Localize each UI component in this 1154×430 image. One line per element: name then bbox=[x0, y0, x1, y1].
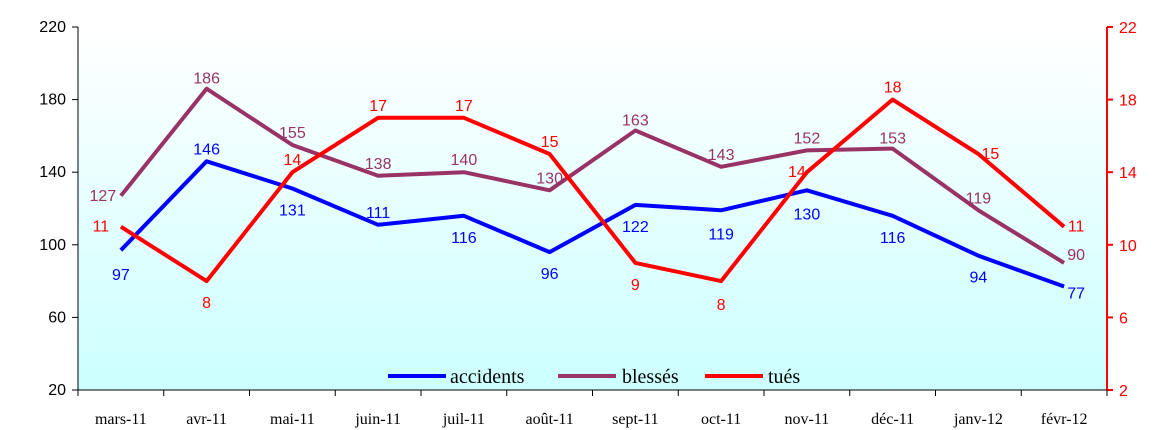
data-label-blessés: 143 bbox=[708, 147, 735, 164]
data-label-blessés: 138 bbox=[365, 156, 392, 173]
x-tick-label: avr-11 bbox=[186, 411, 227, 428]
data-label-accidents: 77 bbox=[1067, 286, 1085, 303]
data-label-accidents: 131 bbox=[279, 203, 306, 220]
x-tick-label: févr-12 bbox=[1041, 411, 1088, 428]
data-label-tués: 8 bbox=[717, 297, 726, 314]
left-tick-label: 100 bbox=[39, 237, 66, 254]
data-label-tués: 14 bbox=[788, 164, 806, 181]
data-label-blessés: 90 bbox=[1067, 247, 1085, 264]
legend: accidents blessés tués bbox=[388, 366, 800, 388]
left-tick-label: 180 bbox=[39, 92, 66, 109]
data-label-tués: 15 bbox=[981, 146, 999, 163]
right-tick-label: 14 bbox=[1119, 165, 1137, 182]
axes: 20 60 100 140 180 220 2 6 10 14 18 22 mars-11 avr-11 m… bbox=[39, 19, 1137, 428]
data-label-blessés: 140 bbox=[451, 152, 478, 169]
right-tick-label: 10 bbox=[1119, 238, 1137, 255]
right-tick-label: 2 bbox=[1119, 383, 1128, 400]
data-label-accidents: 111 bbox=[366, 205, 390, 222]
data-label-accidents: 122 bbox=[622, 219, 649, 236]
right-tick-label: 6 bbox=[1119, 310, 1128, 327]
data-label-accidents: 116 bbox=[880, 230, 906, 247]
right-tick-label: 22 bbox=[1119, 20, 1137, 37]
data-label-accidents: 116 bbox=[451, 230, 477, 247]
data-label-blessés: 153 bbox=[879, 131, 906, 148]
data-label-blessés: 163 bbox=[622, 112, 649, 129]
data-label-accidents: 97 bbox=[112, 267, 130, 284]
data-label-tués: 11 bbox=[1068, 219, 1085, 236]
left-tick-label: 140 bbox=[39, 164, 66, 181]
x-tick-label: août-11 bbox=[525, 411, 573, 428]
data-label-tués: 14 bbox=[283, 152, 301, 169]
data-label-blessés: 119 bbox=[966, 190, 992, 207]
series-line-tués bbox=[119, 97, 1066, 284]
legend-label-tués: tués bbox=[768, 366, 800, 388]
series-line-blessés bbox=[119, 86, 1066, 265]
right-tick-label: 18 bbox=[1119, 93, 1137, 110]
series-line-accidents bbox=[119, 159, 1065, 289]
legend-label-blessés: blessés bbox=[622, 366, 679, 388]
data-label-accidents: 96 bbox=[541, 266, 559, 283]
x-tick-label: oct-11 bbox=[701, 411, 741, 428]
data-label-accidents: 146 bbox=[193, 141, 220, 158]
data-label-tués: 15 bbox=[541, 134, 559, 151]
data-label-tués: 17 bbox=[369, 98, 387, 115]
x-tick-label: juin-11 bbox=[354, 411, 401, 428]
x-tick-label: janv-12 bbox=[953, 411, 1003, 428]
data-label-blessés: 155 bbox=[279, 125, 306, 142]
x-tick-label: déc-11 bbox=[871, 411, 914, 428]
data-label-accidents: 94 bbox=[969, 270, 987, 287]
data-label-tués: 18 bbox=[884, 80, 902, 97]
data-label-blessés: 127 bbox=[90, 188, 117, 205]
data-label-accidents: 130 bbox=[794, 206, 821, 223]
data-label-blessés: 186 bbox=[193, 71, 220, 88]
data-label-blessés: 152 bbox=[794, 130, 821, 147]
left-tick-label: 220 bbox=[39, 19, 66, 36]
data-label-accidents: 119 bbox=[708, 226, 734, 243]
x-tick-label: nov-11 bbox=[785, 411, 830, 428]
legend-label-accidents: accidents bbox=[450, 366, 525, 388]
left-tick-label: 60 bbox=[48, 309, 66, 326]
x-tick-label: mai-11 bbox=[270, 411, 315, 428]
series-layer bbox=[119, 86, 1066, 289]
left-tick-label: 20 bbox=[48, 382, 66, 399]
data-label-tués: 8 bbox=[202, 295, 211, 312]
data-label-tués: 9 bbox=[631, 277, 640, 294]
x-tick-label: mars-11 bbox=[95, 411, 147, 428]
x-tick-label: juil-11 bbox=[442, 411, 485, 428]
data-label-tués: 17 bbox=[455, 98, 473, 115]
data-label-blessés: 130 bbox=[536, 170, 563, 187]
x-tick-label: sept-11 bbox=[612, 411, 659, 428]
data-label-tués: 11 bbox=[93, 219, 110, 236]
